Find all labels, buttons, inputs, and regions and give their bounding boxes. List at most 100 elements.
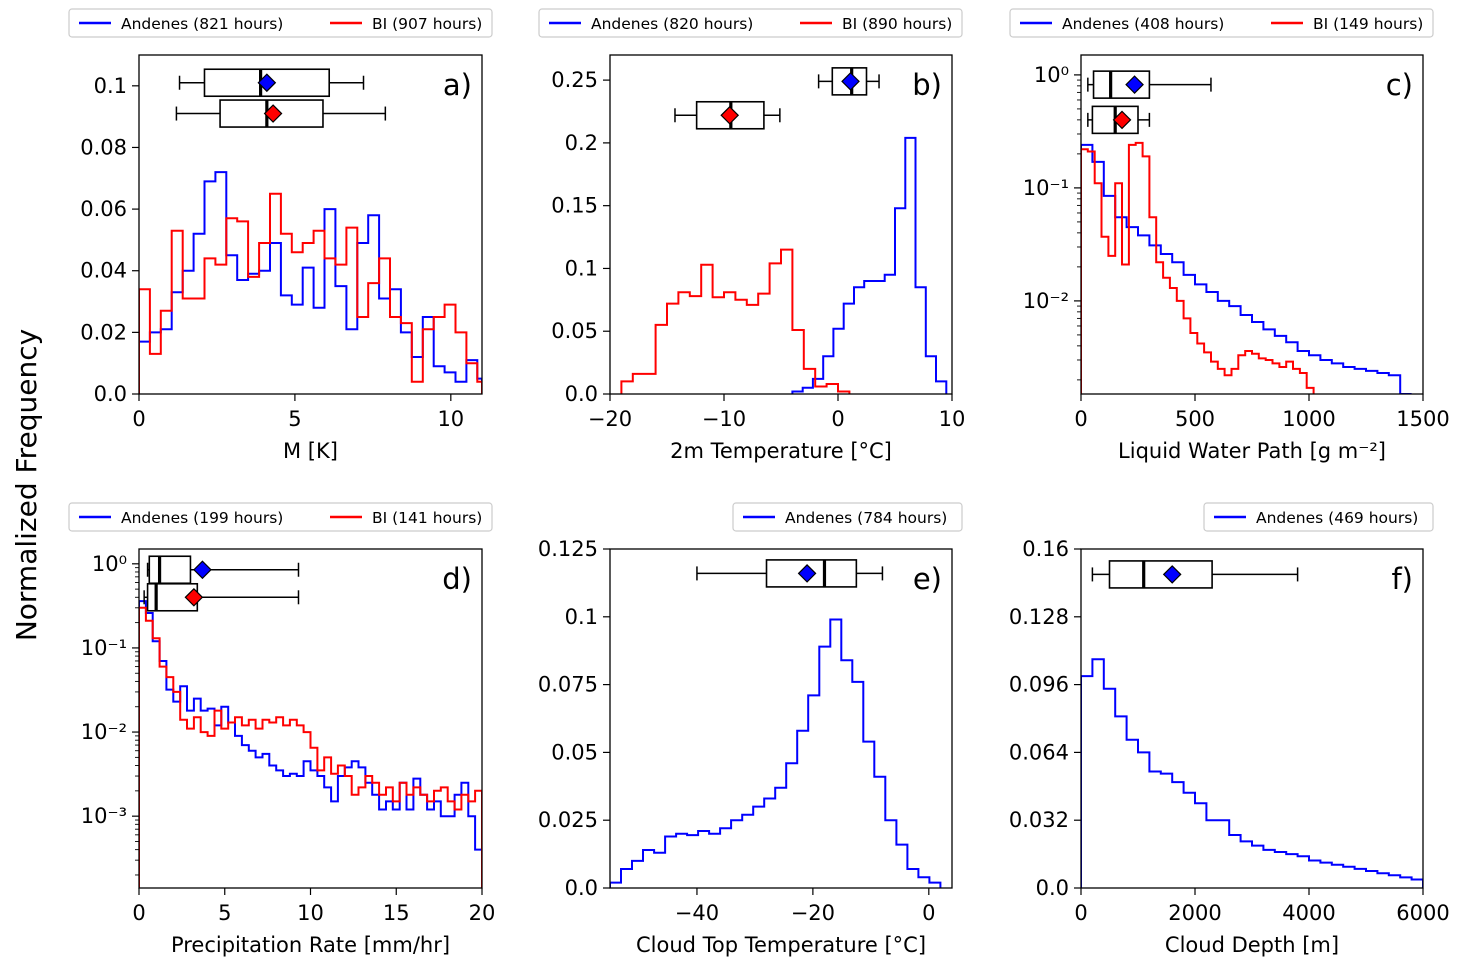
x-tick-label-a: 5	[288, 407, 301, 431]
axes-frame-c	[1080, 54, 1424, 395]
x-tick-label-d: 0	[132, 901, 145, 925]
legend-frame	[1203, 502, 1434, 532]
legend-a: Andenes (821 hours) BI (907 hours)	[68, 8, 493, 38]
series-line-c-bi	[1081, 141, 1315, 394]
legend-f: Andenes (469 hours)	[1203, 502, 1434, 532]
y-tick-label-f: 0.128	[1009, 605, 1069, 629]
boxplot-mean-marker	[1125, 75, 1144, 94]
boxplot-d-bi	[143, 582, 300, 612]
series-line-f-andenes	[1081, 658, 1423, 888]
panel-label-f: f)	[1391, 562, 1413, 596]
panel-label-a: a)	[443, 68, 472, 102]
boxplot-e-andenes	[696, 559, 884, 588]
panels-group: 0 5 10 0.0 0.02 0.04 0.06 0.08 0.1 M [K] a) Andenes…	[68, 8, 1450, 957]
y-tick-label-b: 0.05	[551, 319, 598, 343]
x-tick-label-a: 10	[437, 407, 464, 431]
x-tick-label-b: 10	[939, 407, 966, 431]
legend-frame	[732, 502, 963, 532]
y-tick-label-d: 10⁻¹	[81, 636, 127, 660]
y-tick-label-b: 0.1	[565, 256, 598, 280]
panel-b: −20 −10 0 10 0.0 0.05 0.1 0.15 0.2 0.25 2m Tempera…	[538, 8, 966, 463]
y-tick-label-f: 0.096	[1009, 673, 1069, 697]
panel-c: 0 500 1000 1500 10⁻² 10⁻¹ 10⁰ Liquid Water Path…	[1009, 8, 1450, 463]
panel-label-c: c)	[1386, 68, 1413, 102]
x-tick-label-d: 10	[297, 901, 324, 925]
legend-label: BI (907 hours)	[372, 15, 482, 33]
x-axis-label-d: Precipitation Rate [mm/hr]	[171, 933, 450, 957]
legend-label: Andenes (821 hours)	[121, 15, 283, 33]
x-axis-label-b: 2m Temperature [°C]	[670, 439, 892, 463]
boxplot-mean-marker	[1162, 565, 1182, 584]
series-line-e-andenes	[610, 618, 942, 888]
y-tick-label-d: 10⁻²	[81, 720, 127, 744]
boxplot-c-andenes	[1087, 70, 1212, 99]
y-tick-label-b: 0.2	[565, 131, 598, 155]
x-tick-label-b: 0	[831, 407, 844, 431]
y-tick-label-a: 0.04	[80, 259, 127, 283]
y-tick-label-d: 10⁻³	[81, 804, 127, 828]
x-tick-label-e: −40	[675, 901, 719, 925]
x-axis-label-e: Cloud Top Temperature [°C]	[636, 933, 926, 957]
x-tick-label-b: −20	[588, 407, 632, 431]
axes-frame-a	[138, 54, 483, 395]
boxplot-box	[765, 559, 858, 588]
x-tick-label-f: 6000	[1396, 901, 1449, 925]
boxplot-box	[831, 67, 868, 96]
series-line-c-andenes	[1081, 143, 1412, 394]
legend-label: Andenes (469 hours)	[1256, 509, 1418, 527]
series-group-c	[1081, 141, 1412, 394]
series-group-e	[610, 618, 942, 888]
series-group-f	[1081, 658, 1423, 888]
panel-f: 0 2000 4000 6000 0.0 0.032 0.064 0.096 0.128 0.16…	[1009, 502, 1450, 957]
y-tick-label-f: 0.032	[1009, 808, 1069, 832]
x-tick-label-f: 2000	[1168, 901, 1221, 925]
boxplot-a-andenes	[178, 68, 365, 98]
panel-label-b: b)	[912, 68, 942, 102]
x-tick-label-c: 1000	[1282, 407, 1335, 431]
boxplot-mean-marker	[257, 73, 277, 93]
y-tick-label-e: 0.125	[538, 537, 598, 561]
x-tick-label-b: −10	[702, 407, 746, 431]
y-tick-label-c: 10⁻²	[1023, 289, 1069, 313]
legend-label: BI (149 hours)	[1313, 15, 1423, 33]
y-tick-label-b: 0.25	[551, 68, 598, 92]
boxplot-mean-marker	[193, 560, 212, 580]
legend-c: Andenes (408 hours) BI (149 hours)	[1009, 8, 1434, 38]
boxplot-a-bi	[175, 99, 387, 128]
boxplot-box	[203, 68, 331, 98]
y-tick-label-b: 0.15	[551, 194, 598, 218]
y-tick-label-a: 0.0	[94, 382, 127, 406]
legend-label: Andenes (784 hours)	[785, 509, 947, 527]
legend-frame	[1009, 8, 1434, 38]
x-tick-label-c: 500	[1175, 407, 1215, 431]
y-tick-label-e: 0.075	[538, 673, 598, 697]
y-tick-label-f: 0.064	[1009, 740, 1069, 764]
series-line-d-bi	[139, 606, 482, 888]
legend-label: Andenes (408 hours)	[1062, 15, 1224, 33]
x-tick-label-a: 0	[132, 407, 145, 431]
legend-label: Andenes (199 hours)	[121, 509, 283, 527]
legend-frame	[68, 8, 493, 38]
series-line-a-andenes	[139, 171, 482, 394]
x-tick-label-f: 4000	[1282, 901, 1335, 925]
series-line-a-bi	[139, 192, 482, 394]
y-tick-label-a: 0.08	[80, 135, 127, 159]
y-tick-label-f: 0.0	[1036, 876, 1069, 900]
boxplot-b-andenes	[817, 67, 880, 96]
boxplot-mean-marker	[720, 105, 740, 125]
x-tick-label-c: 0	[1074, 407, 1087, 431]
boxplot-c-bi	[1087, 105, 1151, 135]
boxplot-mean-marker	[797, 564, 817, 583]
panel-label-d: d)	[442, 562, 472, 596]
y-tick-label-e: 0.025	[538, 808, 598, 832]
legend-label: Andenes (820 hours)	[591, 15, 753, 33]
boxplot-mean-marker	[841, 72, 860, 91]
series-line-b-bi	[620, 248, 851, 394]
y-tick-label-e: 0.0	[565, 876, 598, 900]
boxplot-box	[219, 99, 324, 128]
x-axis-label-c: Liquid Water Path [g m⁻²]	[1118, 439, 1386, 463]
panel-d: 0 5 10 15 20 10⁻³ 10⁻² 10⁻¹ 10⁰ Precipitation Rat…	[68, 502, 495, 957]
y-tick-label-c: 10⁻¹	[1023, 176, 1069, 200]
y-tick-label-e: 0.1	[565, 605, 598, 629]
